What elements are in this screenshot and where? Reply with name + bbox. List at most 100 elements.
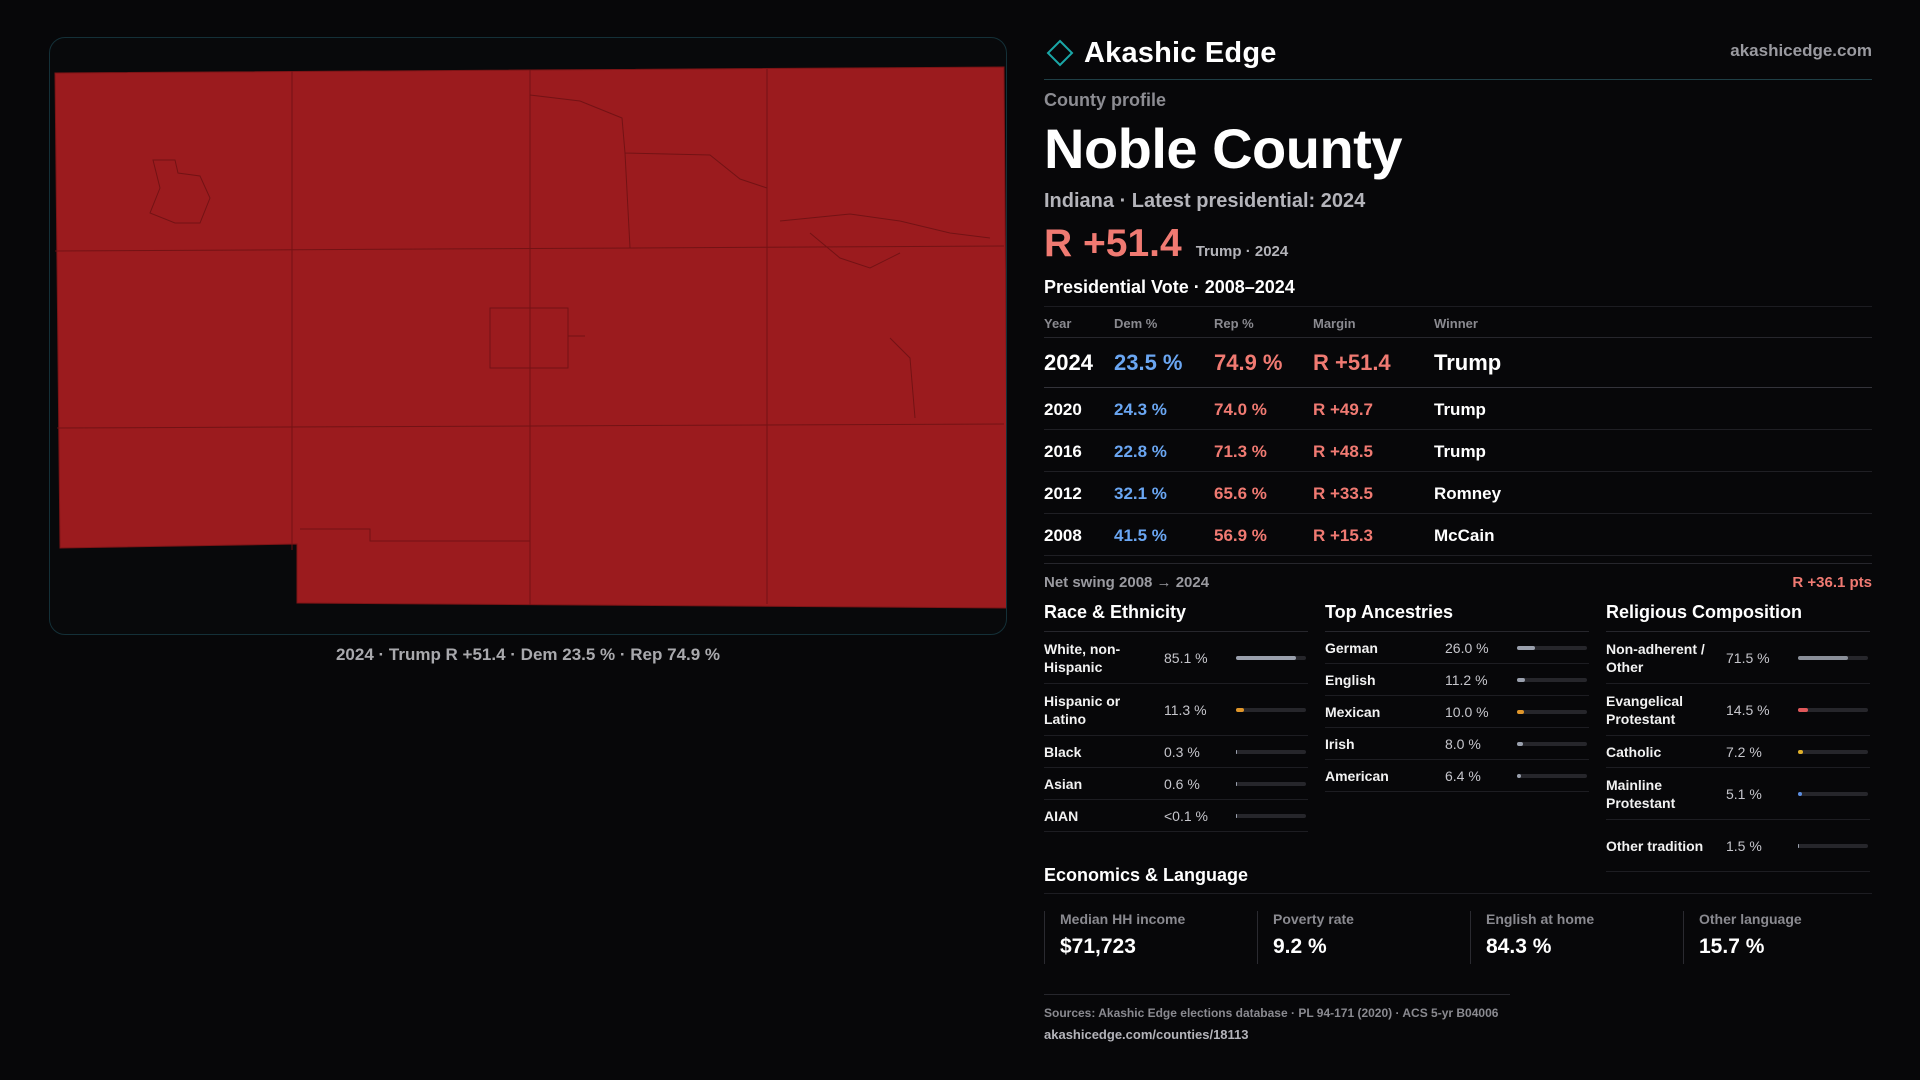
econ-value: 15.7 % (1699, 935, 1765, 958)
econ-label: Poverty rate (1273, 911, 1354, 927)
list-item: English 11.2 % (1325, 664, 1589, 696)
item-label: Asian (1044, 775, 1083, 792)
share-bar (1798, 791, 1868, 796)
item-value: 71.5 % (1726, 649, 1770, 666)
table-row: 2008 41.5 % 56.9 % R +15.3 McCain (1044, 514, 1872, 556)
footer-divider (1044, 994, 1510, 995)
cell-winner: Trump (1434, 350, 1502, 375)
list-item: American 6.4 % (1325, 760, 1589, 792)
share-bar-fill (1517, 773, 1522, 778)
share-bar-fill (1798, 791, 1802, 796)
list-item: Irish 8.0 % (1325, 728, 1589, 760)
headline-note: Trump · 2024 (1195, 243, 1289, 260)
economics-title: Economics & Language (1044, 865, 1249, 885)
item-value: 10.0 % (1445, 703, 1489, 720)
brand-site-link[interactable]: akashicedge.com (1730, 41, 1872, 60)
cell-rep: 65.6 % (1214, 484, 1267, 503)
item-value: 0.3 % (1164, 743, 1200, 760)
headline-margin-block: R +51.4 Trump · 2024 (1044, 222, 1288, 266)
vote-section-title: Presidential Vote · 2008–2024 (1044, 277, 1295, 297)
list-item: Black 0.3 % (1044, 736, 1308, 768)
cell-winner: McCain (1434, 526, 1495, 545)
share-bar-fill (1236, 781, 1238, 786)
item-label: Other tradition (1606, 837, 1704, 854)
table-row: 2024 23.5 % 74.9 % R +51.4 Trump (1044, 338, 1872, 388)
cell-margin: R +33.5 (1313, 484, 1374, 503)
sources-note: Sources: Akashic Edge elections database… (1044, 1006, 1499, 1020)
share-bar (1517, 709, 1587, 714)
map-caption: 2024 · Trump R +51.4 · Dem 23.5 % · Rep … (335, 645, 721, 664)
headline-margin: R +51.4 (1044, 222, 1182, 265)
share-bar (1798, 655, 1868, 660)
item-label: German (1325, 639, 1378, 656)
vote-table: Year Dem % Rep % Margin Winner 2024 23.5… (1044, 306, 1872, 556)
econ-value: $71,723 (1060, 935, 1136, 958)
share-bar-fill (1236, 707, 1244, 712)
item-label: Black (1044, 743, 1082, 760)
col-header-winner: Winner (1434, 316, 1478, 331)
page-kicker: County profile (1044, 90, 1166, 110)
item-value: 11.2 % (1445, 671, 1488, 688)
item-label: English (1325, 671, 1376, 688)
list-item: German 26.0 % (1325, 632, 1589, 664)
net-swing-label: Net swing 2008 → 2024 (1044, 574, 1210, 591)
share-bar (1517, 773, 1587, 778)
cell-margin: R +49.7 (1313, 400, 1374, 419)
item-value: 7.2 % (1726, 743, 1762, 760)
cell-rep: 71.3 % (1214, 442, 1267, 461)
county-map[interactable] (49, 37, 1007, 635)
brand-divider (1044, 79, 1872, 80)
county-url-link[interactable]: akashicedge.com/counties/18113 (1044, 1027, 1249, 1042)
cell-dem: 22.8 % (1114, 442, 1167, 461)
item-value: 5.1 % (1726, 785, 1762, 802)
item-label: Mainline Protestant (1606, 776, 1676, 811)
share-bar-fill (1236, 655, 1296, 660)
cell-dem: 24.3 % (1114, 400, 1167, 419)
brand-name: Akashic Edge (1084, 36, 1277, 69)
col-header-rep: Rep % (1214, 316, 1254, 331)
cell-margin: R +51.4 (1313, 350, 1391, 375)
item-label: Mexican (1325, 703, 1381, 720)
cell-winner: Romney (1434, 484, 1502, 503)
list-item: Other tradition 1.5 % (1606, 820, 1870, 872)
list-item: AIAN <0.1 % (1044, 800, 1308, 832)
econ-card-poverty: Poverty rate 9.2 % (1257, 911, 1457, 964)
list-item: Hispanic or Latino 11.3 % (1044, 684, 1308, 736)
diamond-logo-icon (1046, 39, 1074, 67)
county-map-svg (54, 66, 1006, 609)
share-bar-fill (1517, 709, 1524, 714)
cell-margin: R +48.5 (1313, 442, 1374, 461)
share-bar-fill (1517, 741, 1523, 746)
cell-margin: R +15.3 (1313, 526, 1374, 545)
list-item: Catholic 7.2 % (1606, 736, 1870, 768)
religious-composition-title: Religious Composition (1606, 602, 1870, 632)
share-bar-fill (1236, 749, 1238, 754)
list-item: White, non-Hispanic 85.1 % (1044, 632, 1308, 684)
econ-label: English at home (1486, 911, 1595, 927)
share-bar (1798, 749, 1868, 754)
item-value: 6.4 % (1445, 767, 1481, 784)
share-bar (1517, 741, 1587, 746)
brand-bar: Akashic Edge akashicedge.com (1044, 33, 1872, 73)
econ-card-english: English at home 84.3 % (1470, 911, 1670, 964)
share-bar (1236, 813, 1306, 818)
share-bar (1236, 707, 1306, 712)
cell-year: 2024 (1044, 350, 1093, 375)
item-label: Evangelical Protestant (1606, 692, 1684, 727)
cell-dem: 41.5 % (1114, 526, 1167, 545)
cell-rep: 56.9 % (1214, 526, 1267, 545)
list-item: Mexican 10.0 % (1325, 696, 1589, 728)
share-bar-fill (1517, 645, 1536, 650)
top-ancestries-title: Top Ancestries (1325, 602, 1589, 632)
share-bar-fill (1798, 843, 1800, 848)
share-bar-fill (1517, 677, 1525, 682)
cell-year: 2012 (1044, 484, 1082, 503)
share-bar-fill (1798, 749, 1804, 754)
item-label: AIAN (1044, 807, 1079, 824)
item-value: 14.5 % (1726, 701, 1770, 718)
cell-year: 2016 (1044, 442, 1082, 461)
table-row: 2020 24.3 % 74.0 % R +49.7 Trump (1044, 388, 1872, 430)
township-lines (54, 69, 1005, 605)
cell-year: 2008 (1044, 526, 1082, 545)
